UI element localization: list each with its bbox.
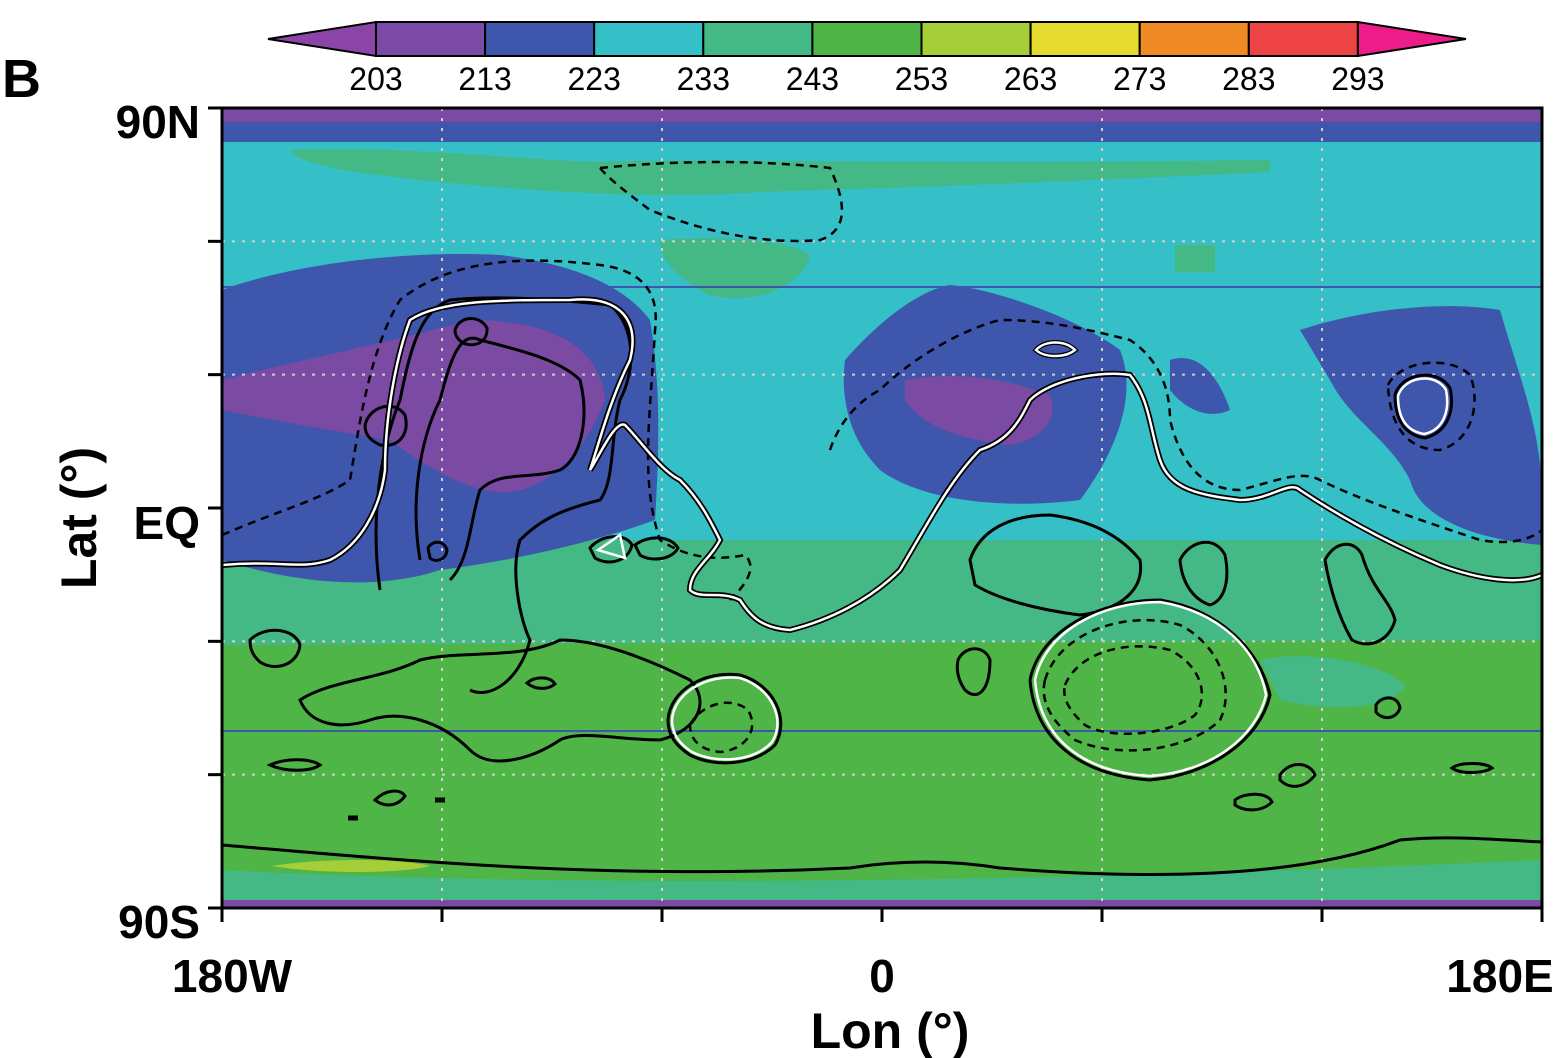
dashed-contour-southwest [688, 701, 754, 754]
solid-contour-southwest-small-1 [248, 628, 302, 668]
dashed-contours [222, 160, 1542, 754]
dashed-contour-center [828, 318, 1542, 544]
solid-contour-east-small-2 [1278, 763, 1317, 788]
solid-contour-southwest-small-2 [266, 758, 323, 772]
solid-contour-east-small-4 [1449, 762, 1495, 774]
panel-label: B [2, 49, 41, 109]
field-south-band [222, 590, 1542, 645]
x-tick-label-west: 180W [172, 950, 293, 1002]
colorbar-tick-label: 263 [1004, 61, 1057, 97]
x-tick-label-east: 180E [1446, 950, 1553, 1002]
grid-lines [222, 108, 1542, 908]
colorbar-extend-low [267, 20, 377, 58]
colorbar-tick-label: 293 [1331, 61, 1384, 97]
colorbar-segment [920, 21, 1032, 57]
colorbar-tick-label: 203 [349, 61, 402, 97]
field-north-polar [222, 108, 1542, 122]
white-contour-east-ring [1396, 377, 1449, 436]
colorbar-extend-high [1356, 20, 1467, 58]
solid-contour-east-blob-2 [1323, 542, 1397, 646]
axis-ticks [208, 106, 1544, 922]
field-north-patch-2 [660, 238, 810, 299]
dashed-contour-south-inner [1063, 645, 1204, 735]
solid-contour-west-outer [374, 296, 633, 694]
solid-contour-west-inner [414, 336, 586, 582]
field-south-polar-band [222, 860, 1542, 900]
x-tick-label-zero: 0 [869, 950, 895, 1002]
colorbar-tick-label: 233 [677, 61, 730, 97]
colorbar-segment [1029, 21, 1141, 57]
colorbar-segment [375, 21, 487, 57]
field-south-polar [222, 900, 1542, 908]
field-east-low-2 [1170, 358, 1230, 414]
colorbar-tick-label: 283 [1222, 61, 1275, 97]
solid-contour-southwest-small-3 [372, 789, 407, 807]
colorbar-tick-label: 253 [895, 61, 948, 97]
colorbar-tick-label: 273 [1113, 61, 1166, 97]
white-contour-center-small-inner [1034, 341, 1077, 358]
y-tick-label-north: 90N [116, 96, 200, 148]
field-west-min [222, 320, 605, 492]
white-contour-southwest-ring [670, 676, 779, 761]
white-contour-main [222, 298, 1542, 632]
colorbar: 203 213 223 233 243 253 263 273 283 293 [267, 20, 1467, 97]
white-contours [222, 296, 1542, 778]
solid-contour-mid-small-2 [633, 536, 680, 561]
solid-contour-mid-small-1 [588, 535, 634, 564]
dashed-contour-east-ring [1386, 361, 1476, 452]
colorbar-tick-label: 243 [786, 61, 839, 97]
y-tick-label-equator: EQ [134, 497, 200, 549]
solid-contour-center-south [968, 513, 1143, 617]
y-axis-title: Lat (°) [51, 447, 107, 589]
plot-area [222, 108, 1542, 908]
solid-contour-southwest-small-4 [524, 676, 557, 690]
solid-contour-west-dot [426, 540, 449, 562]
y-tick-label-south: 90S [118, 896, 200, 948]
field-east-low [1300, 306, 1542, 545]
x-axis-title: Lon (°) [811, 1003, 970, 1058]
field-southeast-patch [1260, 656, 1405, 708]
colorbar-segment [593, 21, 705, 57]
solid-contour-east-small-3 [1233, 792, 1274, 812]
colorbar-tick-label: 223 [568, 61, 621, 97]
colorbar-segment [484, 21, 596, 57]
field-north-polar-edge [222, 122, 1542, 142]
solid-contour-east-small-1 [1374, 696, 1402, 719]
solid-contour-west-ring [363, 404, 408, 447]
white-contour-mid-triangle [595, 532, 627, 560]
white-contour-south-ring [1033, 600, 1268, 778]
colorbar-segment [702, 21, 814, 57]
solid-contour-east-ring [1393, 373, 1454, 440]
colorbar-segment [1138, 21, 1250, 57]
colorbar-segment [1247, 21, 1359, 57]
solid-contour-west-small [453, 317, 489, 347]
solid-contour-south-ring [1028, 598, 1272, 782]
dashed-contour-north [597, 160, 844, 243]
solid-contours [222, 296, 1542, 877]
field-warm-patch [272, 860, 430, 872]
solid-contour-southwest-ring [666, 672, 783, 765]
dashed-contour-west [222, 259, 752, 601]
field-north-patch-3 [1175, 245, 1215, 272]
field-north-patch-1 [290, 148, 1270, 195]
solid-contour-east-blob-1 [1178, 540, 1229, 607]
colorbar-segment [811, 21, 923, 57]
solid-contour-center-small [955, 647, 992, 697]
solid-contour-south-polar [222, 836, 1542, 877]
colorbar-tick-label: 213 [458, 61, 511, 97]
